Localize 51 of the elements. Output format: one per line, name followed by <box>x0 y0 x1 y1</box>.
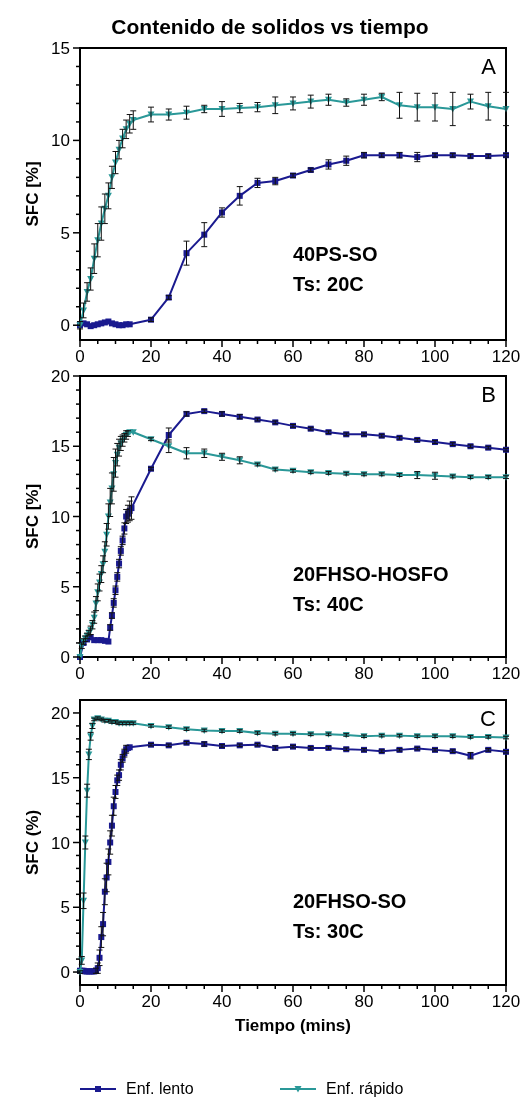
y-tick-label: 10 <box>51 131 70 151</box>
annotation: Ts: 30C <box>293 920 364 943</box>
x-tick-label: 80 <box>354 664 374 683</box>
y-axis-title: SFC [%] <box>23 161 42 227</box>
y-tick-label: 5 <box>60 898 70 918</box>
annotation: Ts: 40C <box>293 593 364 616</box>
x-tick-label: 100 <box>420 664 450 683</box>
annotation: 20FHSO-HOSFO <box>293 563 449 586</box>
y-tick-label: 5 <box>60 577 70 597</box>
y-tick-label: 0 <box>60 963 70 983</box>
annotation: B <box>481 382 496 407</box>
y-axis-title: SFC (%) <box>23 809 42 876</box>
x-tick-label: 60 <box>283 664 303 683</box>
y-tick-label: 20 <box>51 703 70 723</box>
x-tick-label: 120 <box>491 992 521 1011</box>
x-tick-label: 0 <box>75 992 85 1011</box>
legend-label: Enf. rápido <box>326 1080 404 1097</box>
legend-label: Enf. lento <box>126 1080 194 1097</box>
x-axis-title: Tiempo (mins) <box>235 1016 351 1035</box>
chart-title: Contenido de solidos vs tiempo <box>111 15 429 38</box>
x-tick-label: 80 <box>354 992 374 1011</box>
x-tick-label: 20 <box>141 347 161 366</box>
x-tick-label: 100 <box>420 347 450 366</box>
x-tick-label: 120 <box>491 664 521 683</box>
y-tick-label: 15 <box>51 39 70 58</box>
y-tick-label: 20 <box>51 367 70 386</box>
x-tick-label: 60 <box>283 992 303 1011</box>
annotation: A <box>481 54 497 79</box>
annotation: C <box>480 706 497 731</box>
x-tick-label: 0 <box>75 347 85 366</box>
x-tick-label: 40 <box>212 664 232 683</box>
annotation: 40PS-SO <box>293 243 378 266</box>
x-tick-label: 20 <box>141 664 161 683</box>
y-tick-label: 15 <box>51 437 70 457</box>
y-tick-label: 0 <box>60 648 70 667</box>
y-tick-label: 10 <box>51 833 70 853</box>
y-tick-label: 0 <box>60 316 70 336</box>
x-tick-label: 20 <box>141 992 161 1011</box>
y-tick-label: 5 <box>60 223 70 243</box>
y-tick-label: 10 <box>51 507 70 527</box>
annotation: Ts: 20C <box>293 273 364 296</box>
y-axis-title: SFC [%] <box>23 483 42 550</box>
annotation: 20FHSO-SO <box>293 890 407 913</box>
x-tick-label: 0 <box>75 664 85 683</box>
x-tick-label: 80 <box>354 347 374 366</box>
x-tick-label: 120 <box>491 347 521 366</box>
x-tick-label: 40 <box>212 992 232 1011</box>
y-tick-label: 15 <box>51 768 70 788</box>
x-tick-label: 40 <box>212 347 232 366</box>
x-tick-label: 60 <box>283 347 303 366</box>
x-tick-label: 100 <box>420 992 450 1011</box>
